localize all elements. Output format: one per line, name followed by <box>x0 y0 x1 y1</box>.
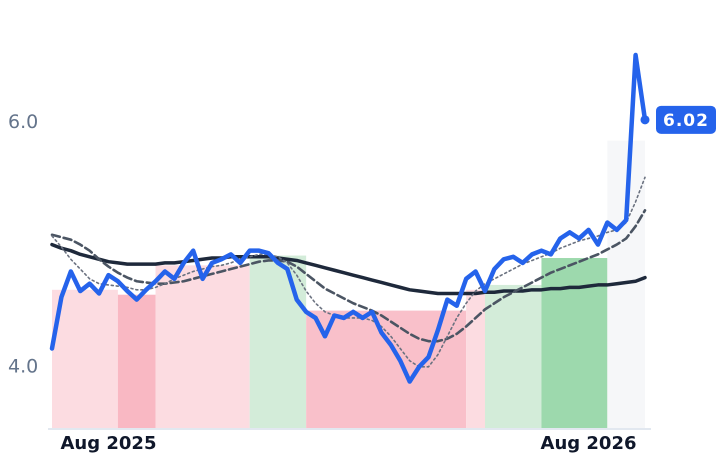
value-badge <box>656 105 716 134</box>
x-tick-label: Aug 2025 <box>60 433 156 454</box>
value-label: 6.02 <box>663 111 709 131</box>
series-line <box>50 242 647 296</box>
series-line <box>51 176 646 368</box>
region <box>249 255 307 428</box>
region <box>117 294 156 428</box>
last-point <box>640 115 650 125</box>
labels: 4.0 6.0 Aug 2025 Aug 2026 6.02 <box>8 105 716 454</box>
y-tick-label: 6.0 <box>8 111 38 133</box>
regions <box>48 140 651 430</box>
y-tick-label: 4.0 <box>8 355 38 377</box>
lines <box>49 52 648 384</box>
region <box>484 284 542 428</box>
series-line <box>49 52 648 384</box>
region <box>466 289 485 428</box>
x-tick-label: Aug 2026 <box>541 433 637 454</box>
region <box>52 289 118 428</box>
region <box>155 265 250 428</box>
